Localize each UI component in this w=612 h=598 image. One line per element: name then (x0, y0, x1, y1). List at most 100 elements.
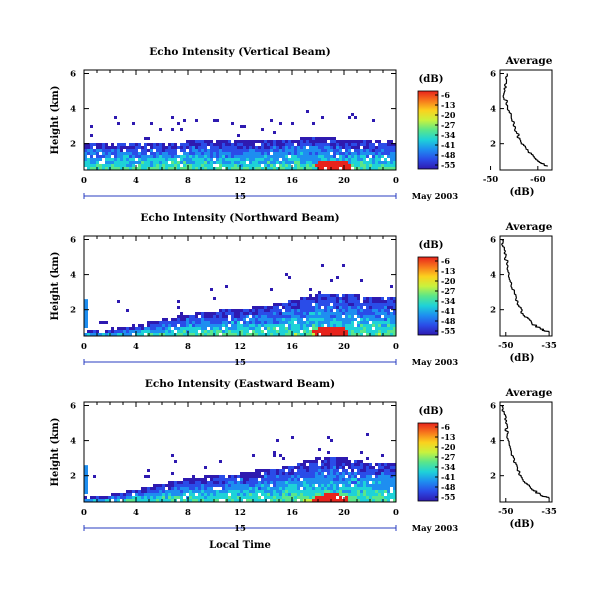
panel-title: Echo Intensity (Eastward Beam) (145, 378, 335, 390)
heatmap-cell (168, 327, 171, 330)
heatmap-cell (261, 324, 264, 327)
heatmap-cell (189, 318, 192, 321)
heatmap-cell (252, 158, 255, 161)
heatmap-cell (363, 472, 366, 475)
heatmap-cell (234, 161, 237, 164)
heatmap-cell (336, 300, 339, 303)
heatmap-cell (387, 472, 390, 475)
heatmap-cell (294, 499, 297, 502)
heatmap-cell (342, 484, 345, 487)
heatmap-cell (312, 463, 315, 466)
heatmap-cell (312, 333, 315, 336)
heatmap-cell (333, 475, 336, 478)
heatmap-cell (180, 167, 183, 170)
heatmap-cell (297, 143, 300, 146)
heatmap-cell (207, 167, 210, 170)
heatmap-cell (366, 484, 369, 487)
heatmap-cell (375, 312, 378, 315)
heatmap-cell (204, 152, 207, 155)
heatmap-cell (261, 481, 264, 484)
heatmap-cell (207, 164, 210, 167)
heatmap-cell (297, 321, 300, 324)
heatmap-cell (297, 161, 300, 164)
heatmap-cell (336, 466, 339, 469)
heatmap-cell (249, 164, 252, 167)
heatmap-cell (369, 490, 372, 493)
heatmap-cell (93, 475, 96, 478)
heatmap-cell (189, 167, 192, 170)
heatmap-cell (357, 146, 360, 149)
day-label: 15 (234, 192, 246, 202)
heatmap-cell (321, 330, 324, 333)
heatmap-cell (354, 327, 357, 330)
heatmap-cell (390, 297, 393, 300)
heatmap-cell (321, 478, 324, 481)
heatmap-cell (282, 493, 285, 496)
heatmap-cell (219, 140, 222, 143)
heatmap-cell (249, 324, 252, 327)
heatmap-cell (165, 496, 168, 499)
y-tick-label: 4 (70, 271, 76, 281)
heatmap-cell (123, 333, 126, 336)
profile-y-tick-label: 4 (490, 437, 496, 447)
heatmap-cell (228, 140, 231, 143)
heatmap-cell (234, 481, 237, 484)
heatmap-cell (372, 152, 375, 155)
heatmap-cell (324, 460, 327, 463)
heatmap-cell (225, 146, 228, 149)
heatmap-cell (264, 487, 267, 490)
heatmap-cell (237, 143, 240, 146)
heatmap-cell (255, 330, 258, 333)
heatmap-cell (330, 164, 333, 167)
heatmap-cell (87, 158, 90, 161)
heatmap-cell (234, 143, 237, 146)
heatmap-cell (372, 478, 375, 481)
heatmap-cell (288, 164, 291, 167)
heatmap-cell (114, 161, 117, 164)
heatmap-cell (390, 330, 393, 333)
heatmap-cell (267, 167, 270, 170)
heatmap-cell (297, 152, 300, 155)
heatmap-cell (126, 499, 129, 502)
heatmap-cell (117, 161, 120, 164)
heatmap-cell (240, 330, 243, 333)
heatmap-cell (195, 167, 198, 170)
heatmap-cell (249, 143, 252, 146)
heatmap-cell (264, 327, 267, 330)
heatmap-cell (252, 490, 255, 493)
heatmap-cell (237, 312, 240, 315)
heatmap-cell (321, 164, 324, 167)
heatmap-cell (243, 321, 246, 324)
heatmap-cell (369, 324, 372, 327)
heatmap-cell (354, 330, 357, 333)
heatmap-cell (246, 330, 249, 333)
heatmap-cell (282, 475, 285, 478)
heatmap-cell (381, 318, 384, 321)
heatmap-cell (117, 499, 120, 502)
profile-title: Average (505, 387, 553, 399)
heatmap-cell (261, 140, 264, 143)
heatmap-cell (84, 496, 87, 499)
x-tick-label: 4 (133, 508, 139, 518)
heatmap-cell (267, 478, 270, 481)
heatmap-cell (273, 478, 276, 481)
heatmap-cell (306, 300, 309, 303)
heatmap-cell (231, 146, 234, 149)
heatmap-cell (288, 149, 291, 152)
heatmap-cell (147, 158, 150, 161)
heatmap-cell (84, 164, 87, 167)
heatmap-cell (360, 469, 363, 472)
heatmap-cell (210, 312, 213, 315)
heatmap-cell (297, 303, 300, 306)
heatmap-cell (183, 161, 186, 164)
heatmap-cell (150, 143, 153, 146)
heatmap-cell (258, 324, 261, 327)
heatmap-cell (291, 306, 294, 309)
heatmap-cell (195, 315, 198, 318)
heatmap-cell (339, 460, 342, 463)
heatmap-cell (99, 496, 102, 499)
heatmap-cell (207, 152, 210, 155)
heatmap-cell (300, 164, 303, 167)
heatmap-cell (213, 330, 216, 333)
heatmap-cell (375, 164, 378, 167)
